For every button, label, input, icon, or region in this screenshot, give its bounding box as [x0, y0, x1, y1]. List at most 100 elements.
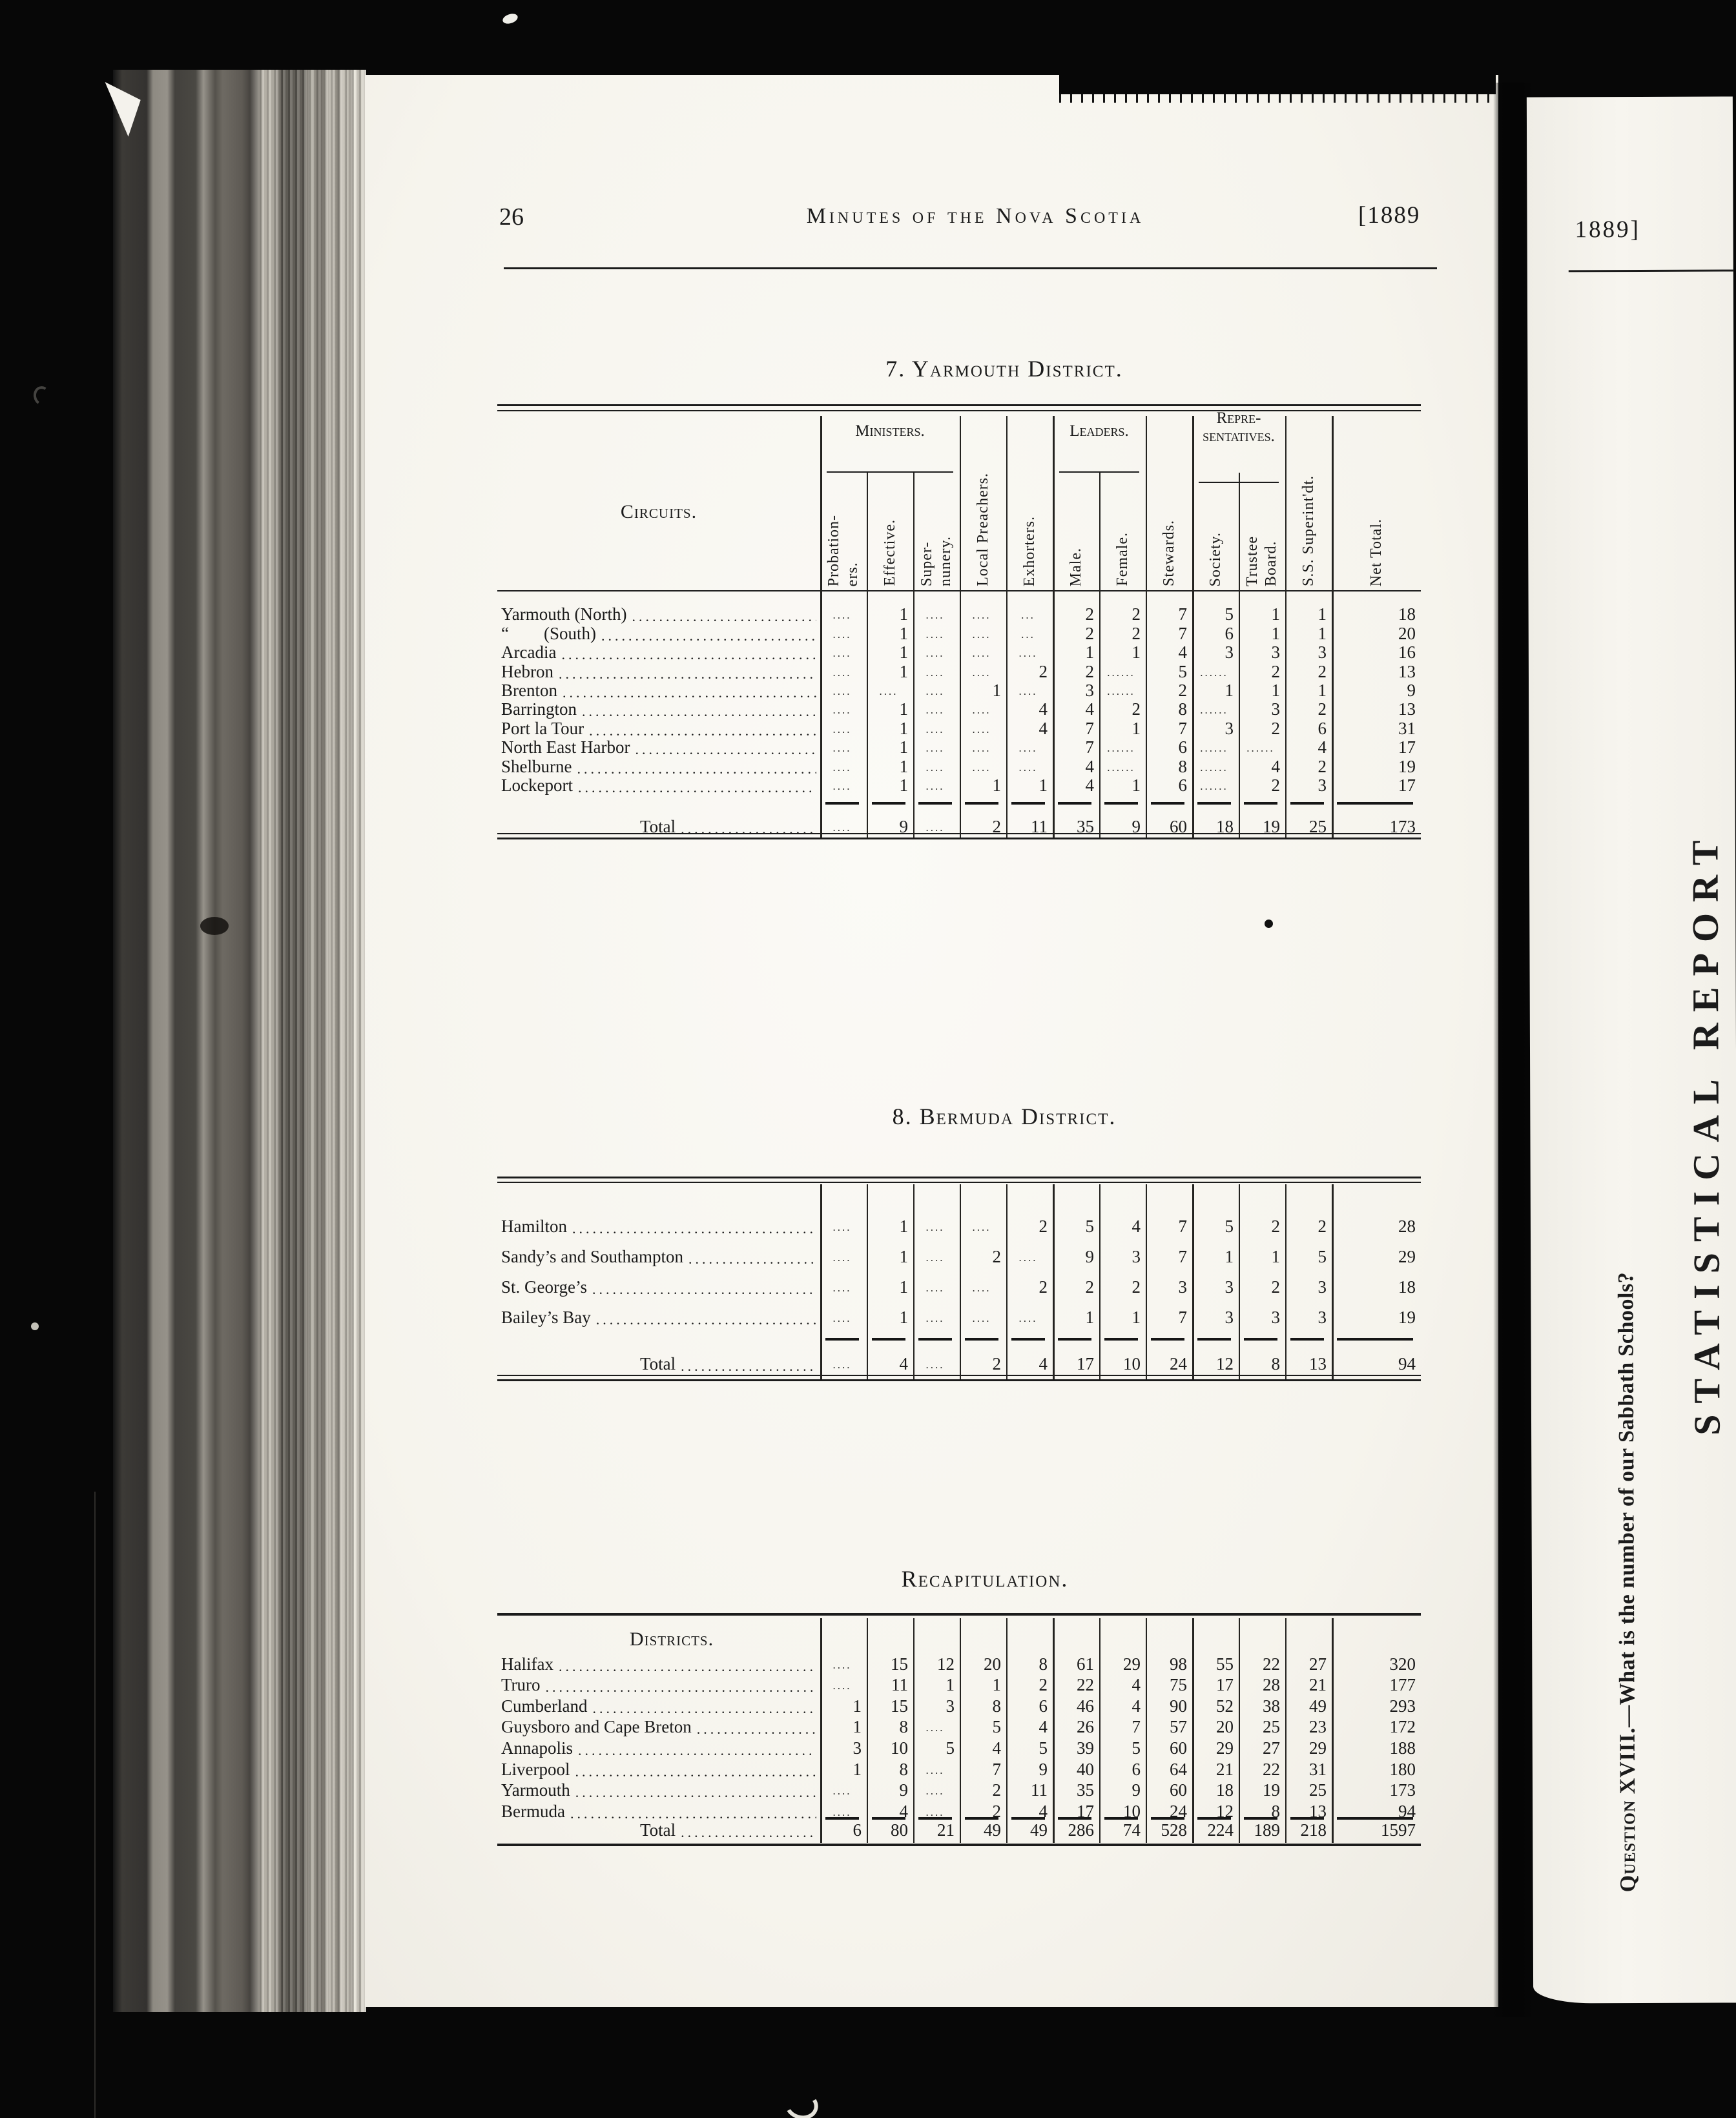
total-separator [1197, 1817, 1231, 1820]
circuit-name: Brenton [501, 680, 557, 700]
table-cell: 1 [992, 775, 1002, 795]
column-rule [960, 1184, 961, 1379]
table-row: Guysboro and Cape Breton 1 8.... 5 4 26 7 57 20 2… [497, 1716, 1421, 1738]
dot-leader [681, 1355, 816, 1371]
total-label: Total [640, 817, 676, 836]
table-cell: 9 [899, 1780, 909, 1800]
table-cell: 49 [1030, 1820, 1048, 1840]
table-row: Shelburne.... 1............ 4...... 8......… [497, 757, 1421, 776]
table-cell: 4 [1085, 775, 1095, 795]
table-cell: 6 [1178, 737, 1188, 757]
header-rule-right [1568, 269, 1733, 272]
table-cell: .... [972, 666, 991, 679]
table-cell: 15 [891, 1696, 908, 1716]
table-rule [497, 1379, 1421, 1381]
total-separator [1011, 1338, 1045, 1341]
table-cell: 1 [1132, 1308, 1141, 1327]
page-top-edge [1059, 70, 1496, 94]
circuit-name: Sandy’s and Southampton [501, 1247, 683, 1266]
table-cell: .... [1018, 647, 1038, 660]
table-cell: 1 [899, 756, 909, 776]
column-rule [960, 416, 961, 838]
table-cell: 1 [1271, 623, 1281, 643]
total-separator [918, 1817, 952, 1820]
page-corner-fragment [105, 79, 145, 139]
table-cell: 1 [899, 775, 909, 795]
circuit-name: Arcadia [501, 643, 557, 663]
table-cell: 2 [1085, 661, 1095, 681]
column-rule [913, 1184, 914, 1379]
dot-leader [563, 682, 816, 697]
circuit-name: Liverpool [501, 1759, 570, 1779]
table-row: Liverpool 1 8.... 7 9 40 6 64 21 22 31 180 [497, 1758, 1421, 1780]
table-row: St. George’s.... 1........ 2 2 2 3 3 2 3 18 [497, 1267, 1421, 1297]
table-cell: 7 [1178, 718, 1188, 738]
table-cell: 35 [1077, 817, 1094, 836]
table-cell: 3 [1224, 718, 1234, 738]
table-cell: 4 [1085, 756, 1095, 776]
table-total-row: Total 6 80 21 49 49 286 74 528 224 189 218 1597 [497, 1813, 1421, 1840]
table-cell: 98 [1170, 1654, 1187, 1674]
table-cell: 17 [1398, 775, 1416, 795]
column-rule [1099, 1184, 1100, 1379]
column-rule [1053, 1618, 1055, 1843]
total-separator [1244, 1817, 1277, 1820]
table-cell: 22 [1077, 1675, 1094, 1695]
table-cell: 7 [1178, 1247, 1188, 1266]
table-cell: 61 [1077, 1654, 1094, 1674]
table-cell: 60 [1170, 1738, 1187, 1758]
table-cell: 5 [1038, 1738, 1048, 1758]
column-header-text: Super- nunery. [918, 535, 954, 586]
table-rule [497, 838, 1421, 839]
total-separator [872, 1338, 905, 1341]
table-cell: 29 [1398, 1247, 1416, 1266]
table-cell: ...... [1200, 779, 1228, 792]
table-cell: 19 [1398, 1308, 1416, 1327]
column-rule [1192, 1618, 1194, 1843]
total-separator [872, 1817, 905, 1820]
table-cell: 18 [1398, 1277, 1416, 1297]
table-cell: 1 [992, 680, 1002, 700]
table-cell: 60 [1170, 817, 1187, 836]
table-cell: 5 [992, 1717, 1002, 1737]
table-cell: 22 [1263, 1759, 1280, 1779]
table-cell: .... [832, 666, 852, 679]
yarmouth-title: 7. Yarmouth District. [885, 356, 1123, 382]
table-cell: 7 [1085, 718, 1095, 738]
dot-leader [688, 1248, 816, 1264]
circuit-name: Bermuda [501, 1801, 565, 1821]
page-number: 26 [499, 203, 524, 231]
film-smudge [200, 917, 229, 935]
table-cell: 4 [1038, 1354, 1048, 1373]
table-row: Barrington.... 1........ 4 4 2 8...... 3 2 13 [497, 699, 1421, 719]
table-cell: .... [832, 1359, 852, 1371]
column-rule [820, 1184, 822, 1379]
circuit-name: Yarmouth [501, 1780, 570, 1800]
book-page-edges [113, 70, 366, 2012]
table-cell: ...... [1107, 684, 1135, 697]
column-group-label: Ministers. [855, 422, 925, 440]
table-cell: 15 [891, 1654, 908, 1674]
table-row: North East Harbor.... 1............ 7.....… [497, 737, 1421, 757]
table-cell: 189 [1254, 1820, 1281, 1840]
table-cell: 4 [1085, 699, 1095, 719]
table-cell: 188 [1389, 1738, 1416, 1758]
table-cell: .... [1018, 684, 1038, 697]
table-cell: 6 [1178, 775, 1188, 795]
table-cell: 2 [992, 1801, 1002, 1821]
table-cell: 13 [1398, 699, 1416, 719]
table-cell: 64 [1170, 1759, 1187, 1779]
column-header-text: Society. [1206, 531, 1224, 586]
table-cell: 2 [992, 1780, 1002, 1800]
dot-leader [582, 701, 816, 716]
circuit-name: Cumberland [501, 1696, 588, 1716]
page-edge-lines [260, 70, 366, 2012]
table-cell: 1 [1318, 680, 1327, 700]
table-cell: 5 [1318, 1247, 1327, 1266]
total-separator [1104, 1338, 1138, 1341]
vertical-question: Question XVIII.—What is the number of ou… [1614, 1272, 1640, 1893]
dot-leader [697, 1718, 816, 1734]
table-cell: .... [925, 779, 945, 792]
table-cell: 7 [1178, 1308, 1188, 1327]
